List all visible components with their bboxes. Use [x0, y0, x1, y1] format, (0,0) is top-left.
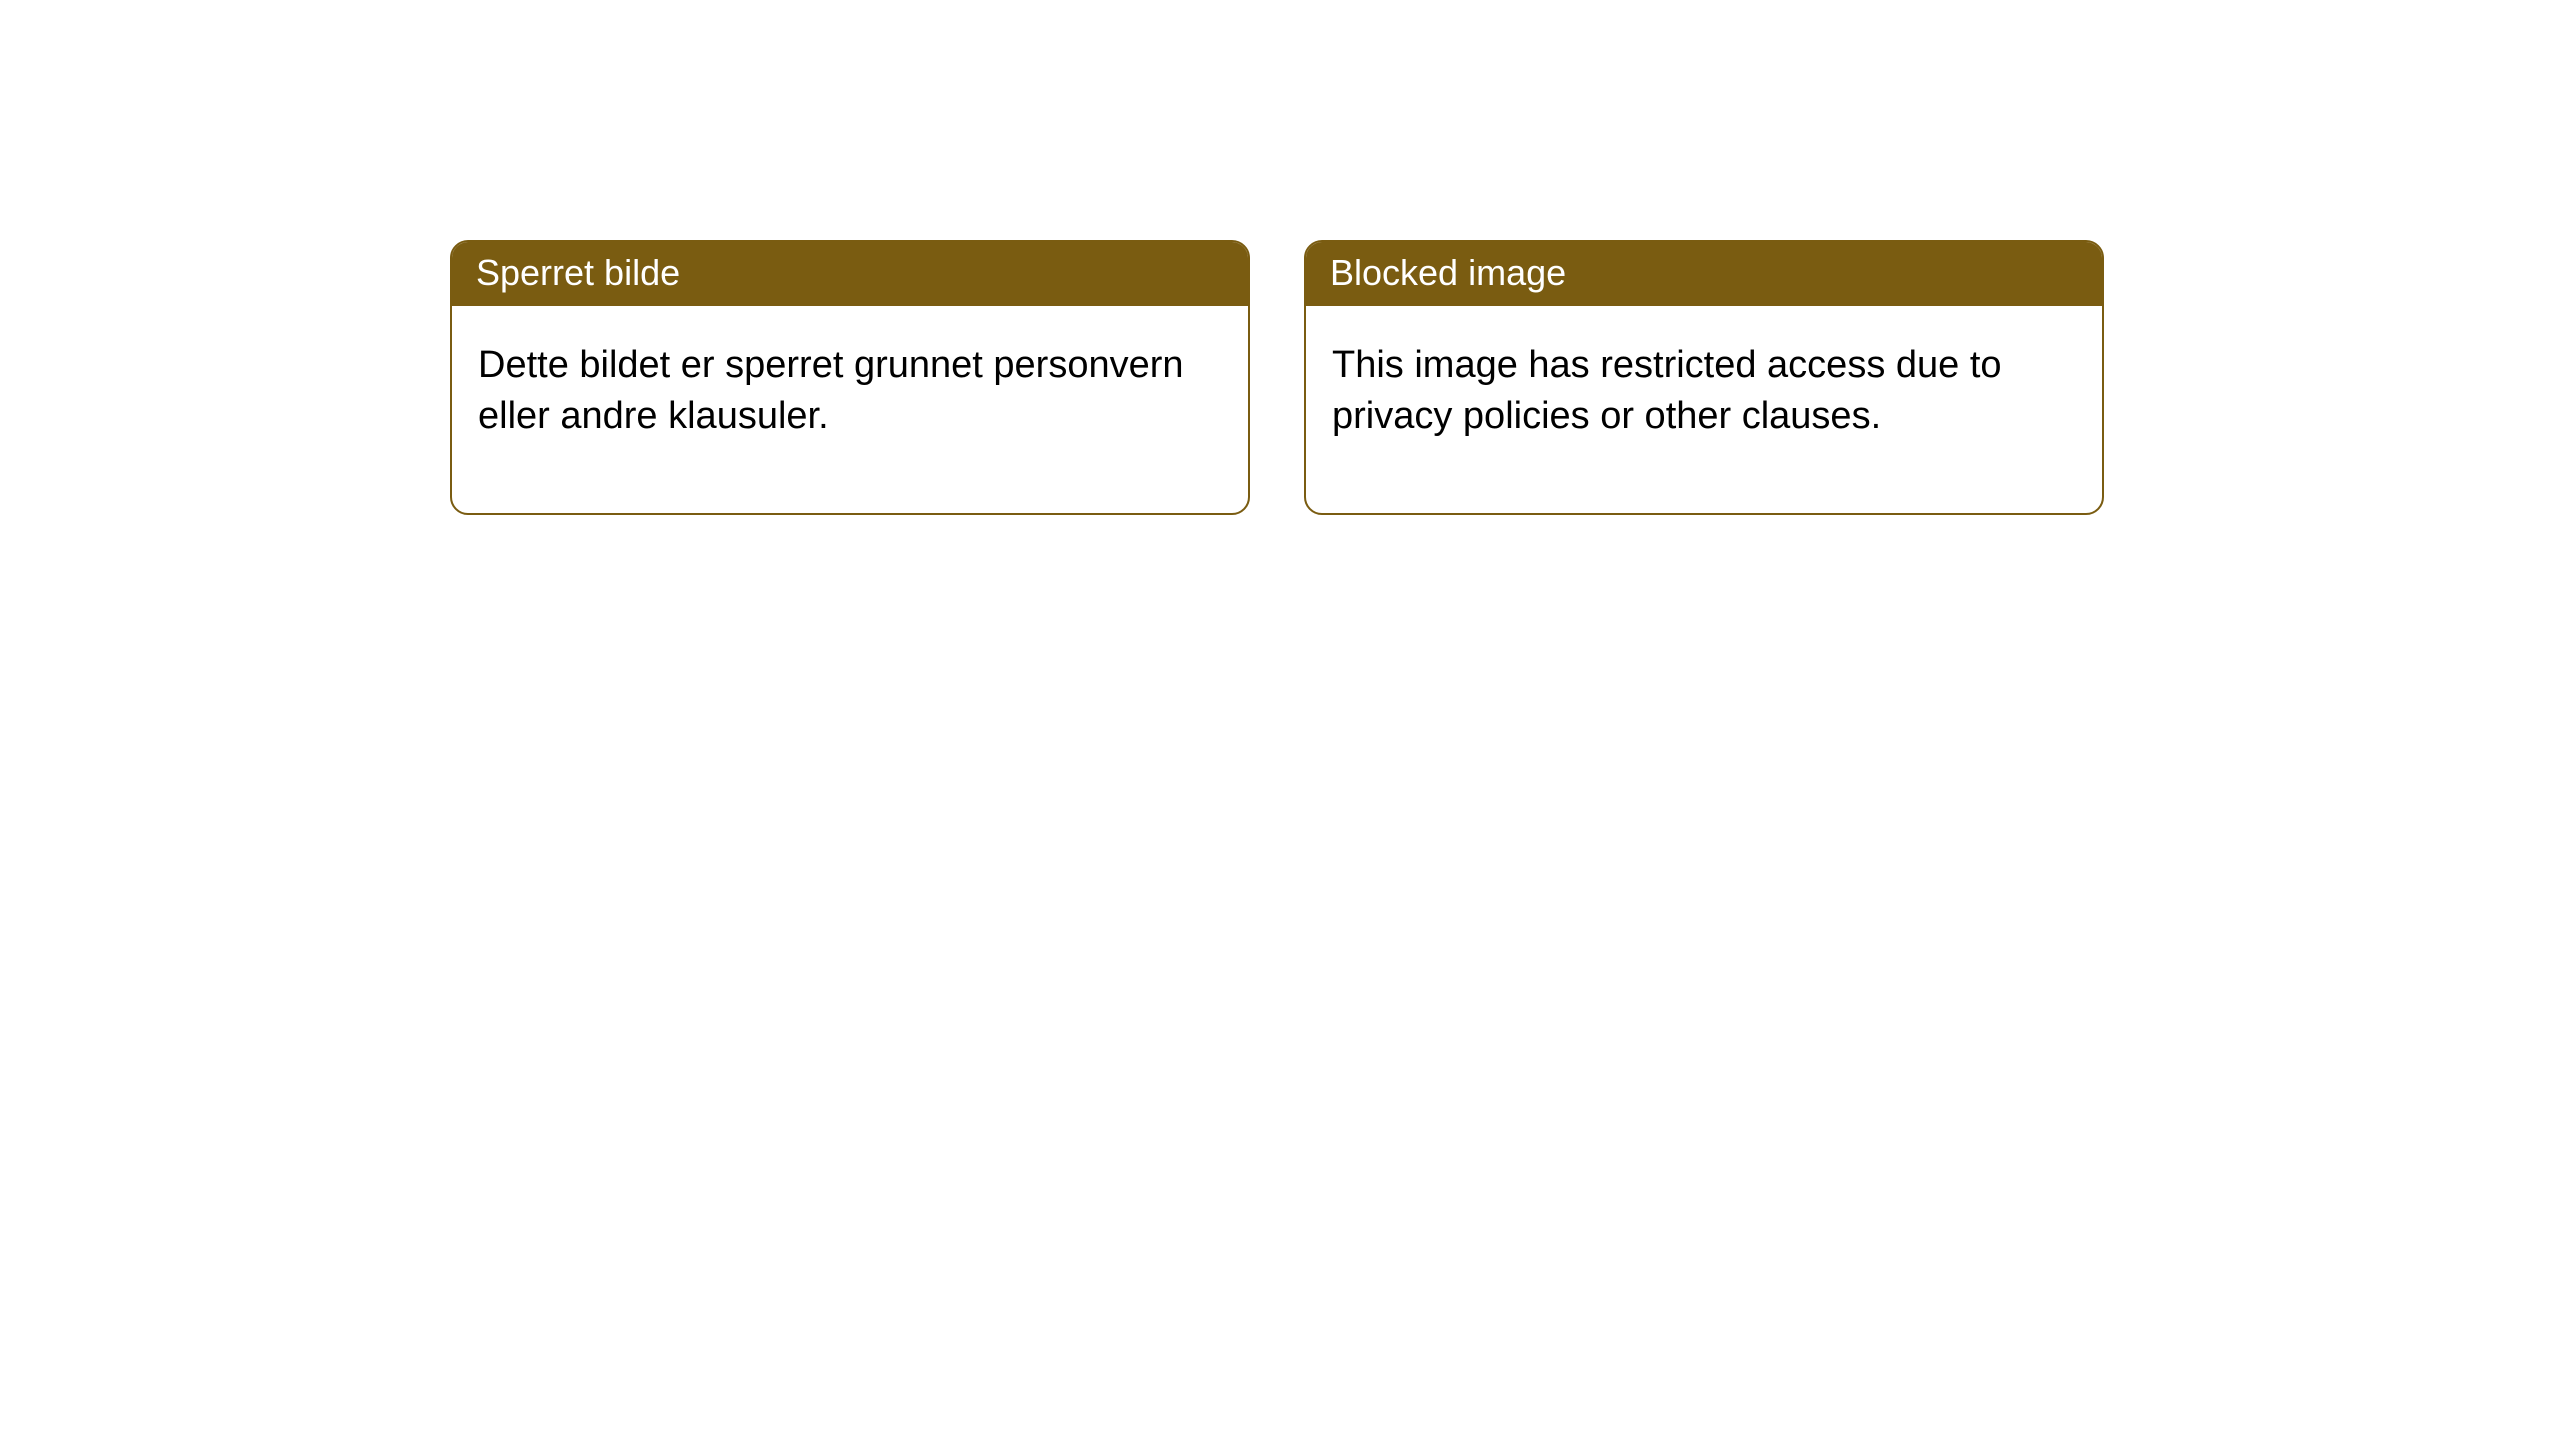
notice-header: Blocked image [1306, 242, 2102, 306]
notice-card-norwegian: Sperret bilde Dette bildet er sperret gr… [450, 240, 1250, 515]
notice-body: This image has restricted access due to … [1306, 306, 2102, 513]
notice-container: Sperret bilde Dette bildet er sperret gr… [450, 240, 2104, 515]
notice-card-english: Blocked image This image has restricted … [1304, 240, 2104, 515]
notice-body: Dette bildet er sperret grunnet personve… [452, 306, 1248, 513]
notice-header: Sperret bilde [452, 242, 1248, 306]
